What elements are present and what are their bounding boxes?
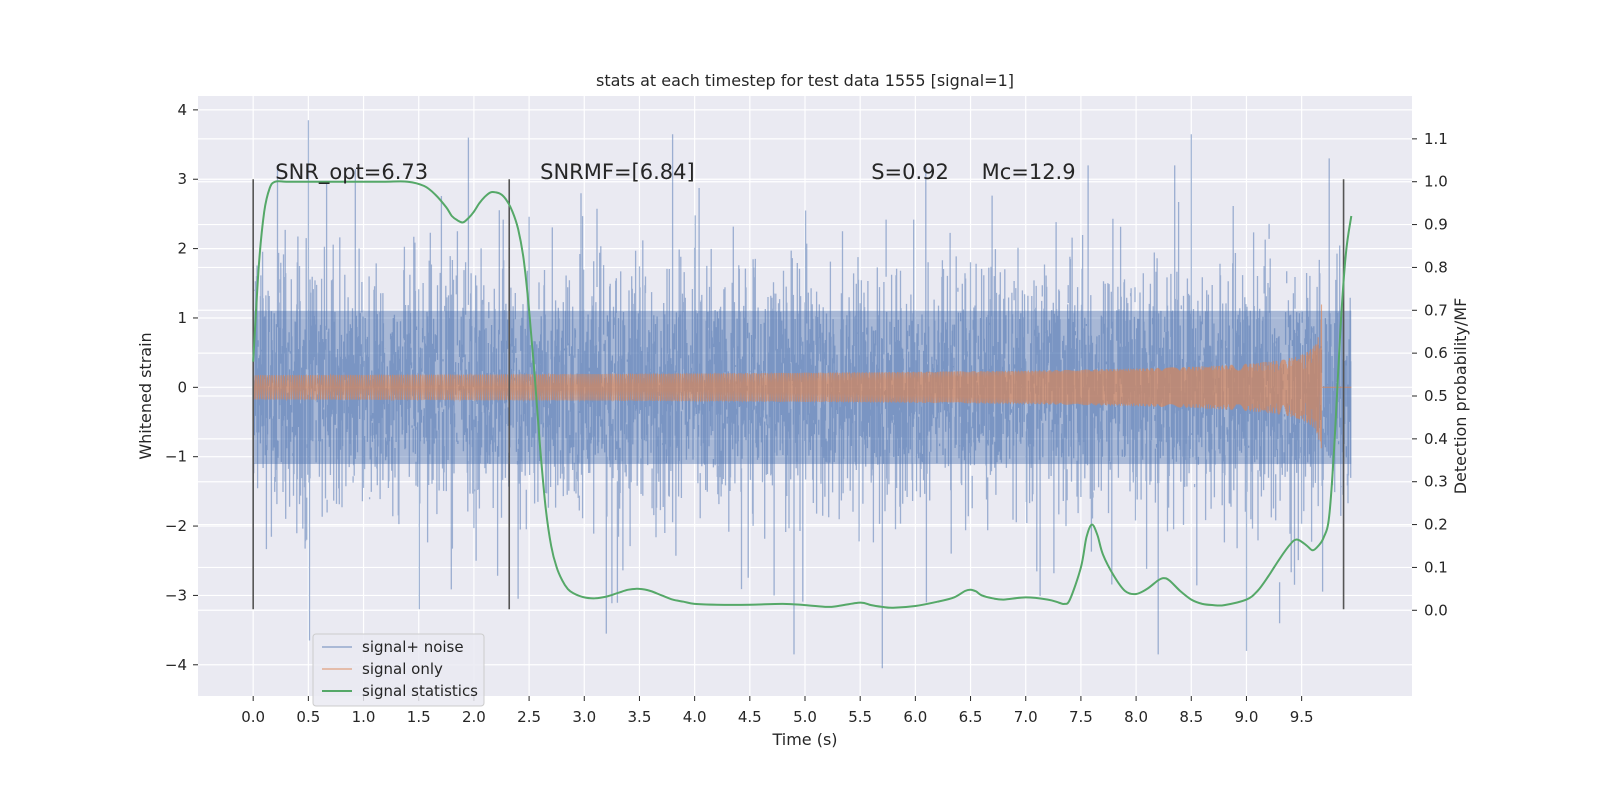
legend-label: signal only <box>362 660 443 678</box>
chart-title: stats at each timestep for test data 155… <box>596 71 1014 90</box>
y-tick-label: 4 <box>177 101 187 119</box>
signal-only-trace <box>252 304 1352 449</box>
x-tick-label: 0.5 <box>296 708 320 726</box>
legend-label: signal+ noise <box>362 638 464 656</box>
y-tick-label: 1 <box>177 309 187 327</box>
y2-tick-label: 0.3 <box>1424 473 1448 491</box>
x-tick-label: 9.0 <box>1235 708 1259 726</box>
x-tick-label: 9.5 <box>1290 708 1314 726</box>
x-tick-label: 3.5 <box>628 708 652 726</box>
x-tick-label: 2.0 <box>462 708 486 726</box>
signal-only-series <box>252 304 1352 449</box>
x-tick-label: 6.5 <box>959 708 983 726</box>
x-tick-label: 3.0 <box>572 708 596 726</box>
y2-tick-label: 0.0 <box>1424 601 1448 619</box>
x-tick-label: 7.5 <box>1069 708 1093 726</box>
y-tick-label: 0 <box>177 378 187 396</box>
x-tick-label: 1.5 <box>407 708 431 726</box>
x-tick-label: 7.0 <box>1014 708 1038 726</box>
y-tick-label: −3 <box>165 586 187 604</box>
signal-statistics-series <box>252 180 1353 609</box>
y2-tick-label: 0.1 <box>1424 558 1448 576</box>
vertical-markers <box>252 179 1345 610</box>
x-tick-label: 6.0 <box>903 708 927 726</box>
signal-statistics-line <box>252 180 1353 609</box>
y-tick-label: −4 <box>165 656 187 674</box>
x-tick-label: 4.0 <box>683 708 707 726</box>
y-axis-label: Whitened strain <box>136 332 155 459</box>
x-tick-label: 0.0 <box>241 708 265 726</box>
y2-tick-label: 1.0 <box>1424 173 1448 191</box>
annotation-s: S=0.92 <box>871 160 949 184</box>
x-tick-label: 8.0 <box>1124 708 1148 726</box>
y2-tick-label: 0.5 <box>1424 387 1448 405</box>
y2-tick-label: 0.9 <box>1424 216 1448 234</box>
y2-tick-label: 0.8 <box>1424 258 1448 276</box>
y2-tick-label: 0.4 <box>1424 430 1448 448</box>
legend-label: signal statistics <box>362 682 478 700</box>
x-tick-label: 2.5 <box>517 708 541 726</box>
x-tick-label: 5.5 <box>848 708 872 726</box>
legend-box <box>312 633 485 707</box>
annotation-mc: Mc=12.9 <box>982 160 1076 184</box>
y2-tick-label: 0.6 <box>1424 344 1448 362</box>
x-tick-label: 5.0 <box>793 708 817 726</box>
y-tick-label: −2 <box>165 517 187 535</box>
y2-tick-label: 0.7 <box>1424 301 1448 319</box>
x-tick-label: 4.5 <box>738 708 762 726</box>
x-axis-label: Time (s) <box>771 730 837 749</box>
y2-axis-label: Detection probability/MF <box>1451 298 1470 495</box>
legend: signal+ noise signal only signal statist… <box>312 633 485 707</box>
y-tick-label: 3 <box>177 170 187 188</box>
x-tick-label: 8.5 <box>1179 708 1203 726</box>
axis-ticks: 0.0 0.5 1.0 1.5 2.0 2.5 3.0 3.5 4.0 4.5 5.0 5.5 6.0 6… <box>165 101 1448 726</box>
y2-tick-label: 1.1 <box>1424 130 1448 148</box>
y-tick-label: 2 <box>177 240 187 258</box>
annotation-snr-mf: SNRMF=[6.84] <box>540 160 695 184</box>
x-tick-label: 1.0 <box>352 708 376 726</box>
annotation-snr-opt: SNR_opt=6.73 <box>275 160 428 185</box>
y2-tick-label: 0.2 <box>1424 516 1448 534</box>
y-tick-label: −1 <box>165 448 187 466</box>
